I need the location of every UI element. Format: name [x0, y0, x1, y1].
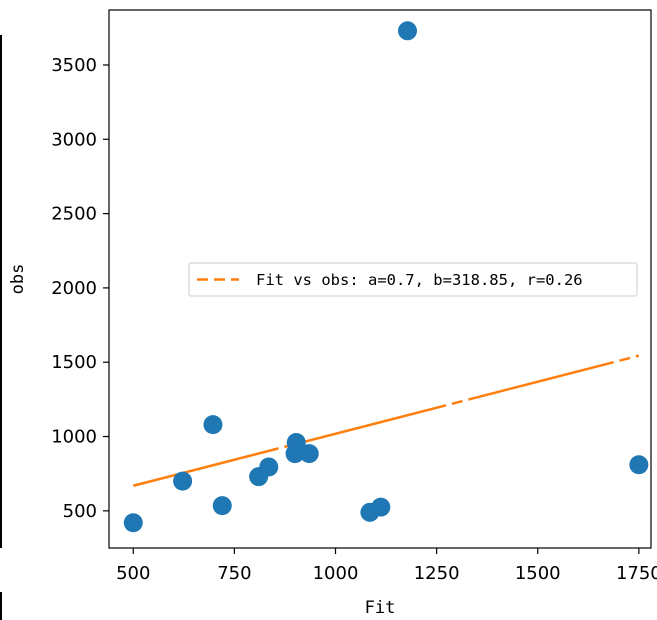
y-tick-label: 3500 — [51, 55, 97, 76]
data-point — [203, 415, 223, 435]
data-point — [398, 21, 418, 41]
data-point — [371, 497, 391, 517]
fit-line — [132, 354, 640, 487]
legend: Fit vs obs: a=0.7, b=318.85, r=0.26 — [188, 262, 638, 297]
data-point — [212, 496, 232, 516]
plot-frame — [108, 9, 652, 549]
x-tick-label: 1500 — [515, 563, 561, 584]
data-point — [123, 513, 143, 533]
y-tick-label: 500 — [63, 501, 97, 522]
y-tick-label: 1000 — [51, 427, 97, 448]
scatter-points — [123, 21, 649, 533]
legend-fit-line-label: Fit vs obs: a=0.7, b=318.85, r=0.26 — [256, 271, 583, 289]
x-tick-label: 1750 — [616, 563, 657, 584]
y-tick-label: 1500 — [51, 352, 97, 373]
y-tick-label: 3000 — [51, 129, 97, 150]
data-point — [299, 444, 319, 464]
x-axis-label: Fit — [365, 598, 396, 618]
x-axis-ticks: 500 750 1000 1250 1500 1750 — [116, 548, 657, 584]
x-tick-label: 1000 — [313, 563, 359, 584]
y-tick-label: 2000 — [51, 278, 97, 299]
fit-line-layer — [132, 354, 640, 487]
data-point — [286, 432, 306, 452]
y-axis-ticks: 500 1000 1500 2000 2500 3000 3500 — [51, 55, 109, 522]
legend-box — [188, 262, 638, 297]
data-point — [259, 457, 279, 477]
data-point — [629, 455, 649, 475]
x-tick-label: 500 — [116, 563, 150, 584]
y-axis-label: obs — [8, 264, 28, 295]
data-point — [173, 471, 193, 491]
x-tick-label: 1250 — [414, 563, 460, 584]
x-tick-label: 750 — [217, 563, 251, 584]
y-tick-label: 2500 — [51, 204, 97, 225]
